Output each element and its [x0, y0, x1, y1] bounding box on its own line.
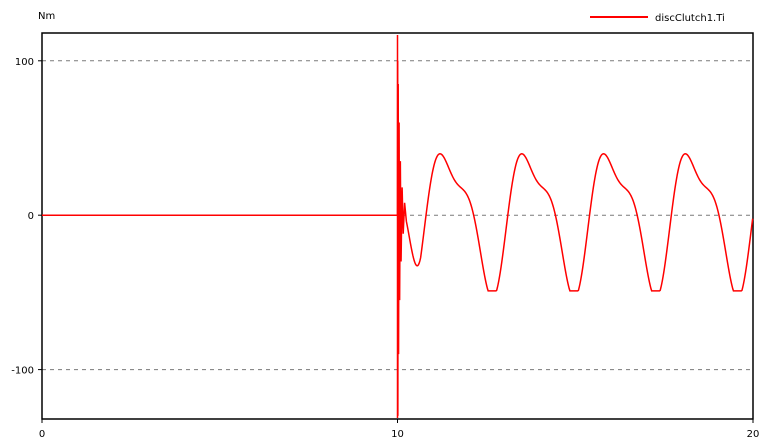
y-tick-label: -100: [11, 366, 34, 377]
series-layer: [42, 35, 754, 418]
y-axis-unit-label: Nm: [38, 11, 55, 22]
x-tick-label: 0: [39, 429, 45, 440]
y-tick-label: 100: [15, 57, 34, 68]
legend-label: discClutch1.Ti: [655, 13, 725, 24]
x-tick-label: 10: [391, 429, 404, 440]
x-tick-label: 20: [747, 429, 760, 440]
legend: discClutch1.Ti: [590, 13, 725, 24]
series-line-discclutch1-ti: [42, 60, 754, 416]
y-tick-label: 0: [28, 211, 34, 222]
axis-ticks: 100 0 -100 0 10 20: [11, 57, 759, 440]
